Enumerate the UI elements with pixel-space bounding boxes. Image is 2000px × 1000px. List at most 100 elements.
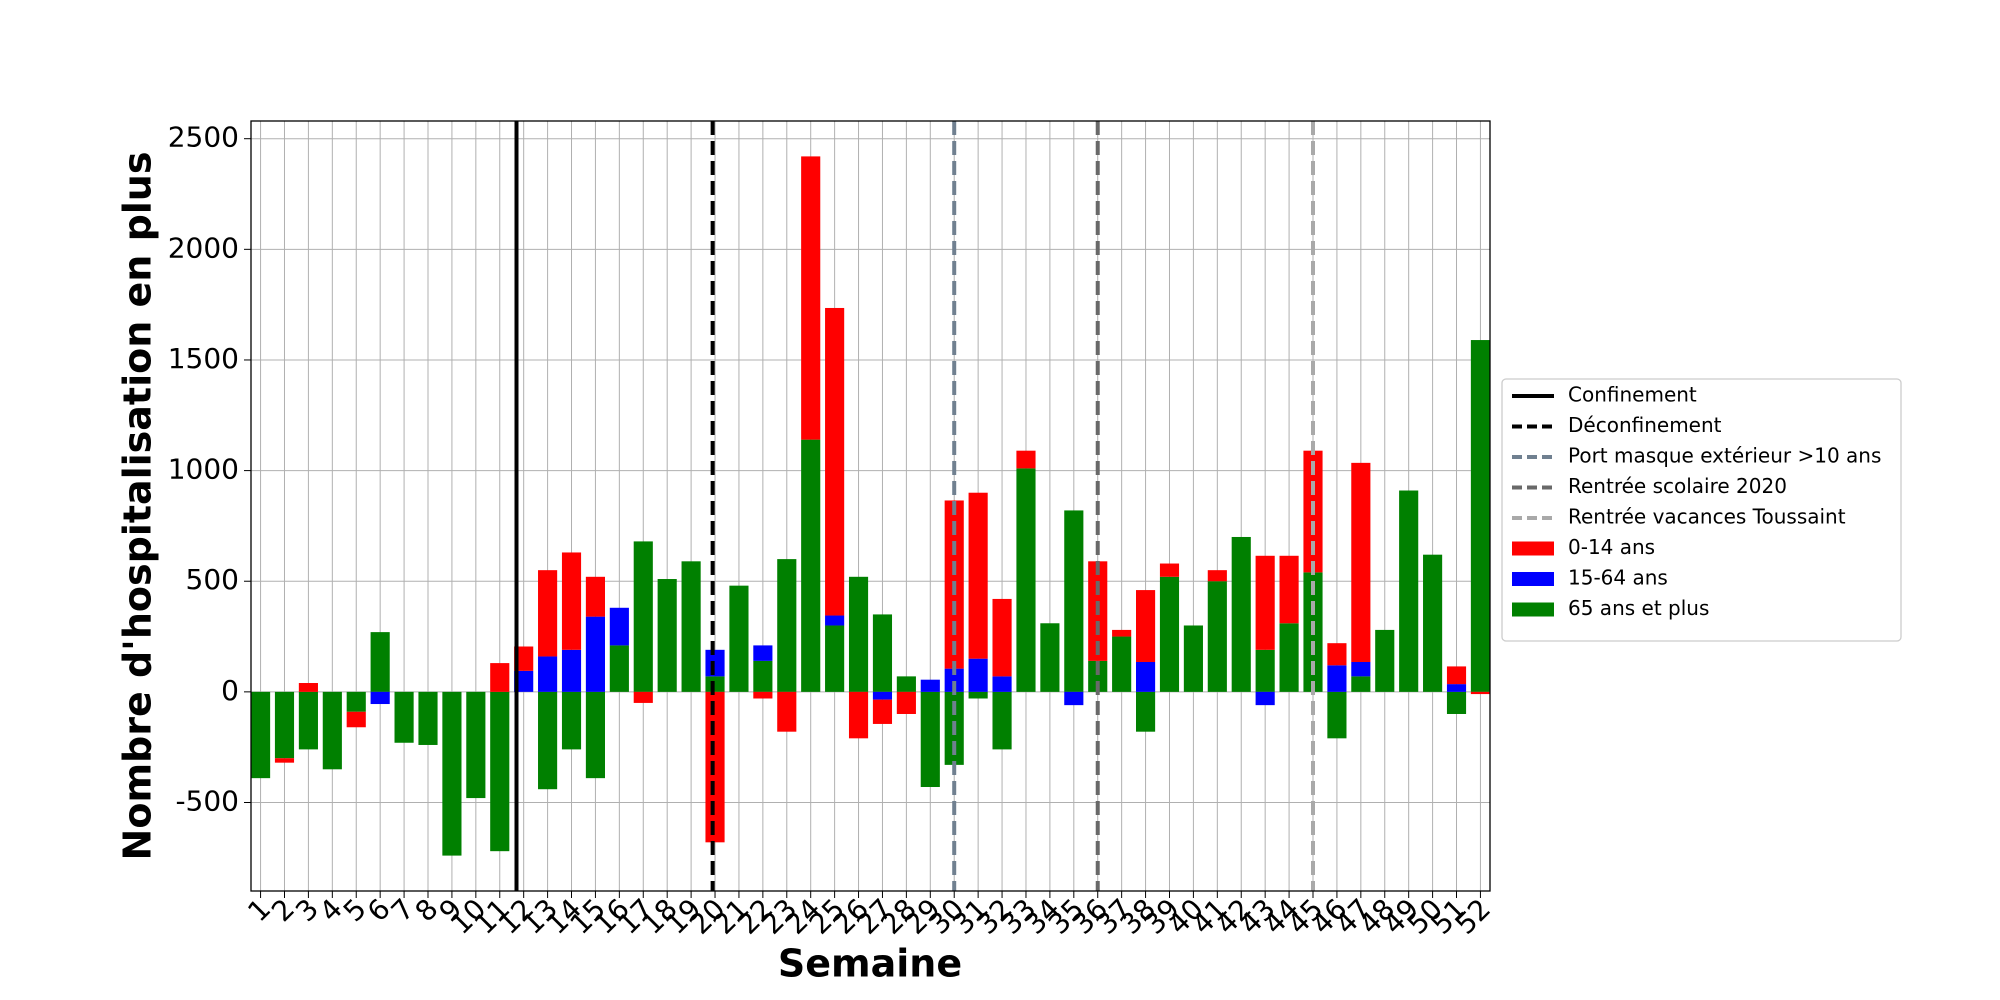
bar [274, 758, 295, 763]
bar [1136, 661, 1156, 692]
bar [1446, 666, 1467, 685]
bar [920, 691, 940, 788]
bar [251, 691, 271, 779]
bar [1064, 691, 1084, 706]
bar [514, 670, 534, 692]
bar [585, 616, 605, 692]
bar [872, 691, 893, 700]
legend-text: Déconfinement [1568, 413, 1722, 437]
bar [1470, 340, 1490, 692]
bar [538, 570, 558, 657]
bar [729, 585, 749, 692]
bar [1327, 665, 1347, 692]
bar [825, 625, 845, 692]
bar [1327, 691, 1347, 739]
x-axis-label: Semaine [778, 942, 962, 986]
bar [1136, 691, 1156, 732]
bar [1279, 555, 1299, 624]
bar [968, 492, 988, 659]
bar [872, 699, 893, 724]
y-tick-label: 2500 [168, 121, 239, 154]
bar [394, 691, 414, 743]
bar [896, 676, 916, 692]
bar [1088, 660, 1108, 692]
bar [609, 645, 629, 692]
bar [1470, 691, 1490, 695]
bar [514, 646, 534, 671]
legend-swatch [1512, 602, 1554, 617]
bar [801, 156, 821, 440]
bar [490, 691, 510, 852]
bar [777, 691, 797, 732]
legend-text: Rentrée vacances Toussaint [1568, 505, 1846, 529]
y-tick-label: 500 [186, 563, 239, 596]
bar [370, 632, 390, 692]
bar [1351, 462, 1371, 662]
bar [322, 691, 342, 770]
bar [561, 552, 582, 650]
bar [825, 615, 845, 626]
bar [1207, 570, 1227, 582]
bar [370, 691, 390, 705]
bar [490, 663, 510, 692]
bar [1183, 625, 1203, 692]
legend-swatch [1512, 541, 1554, 556]
bar [1255, 555, 1275, 650]
bar [1159, 563, 1180, 577]
bar [1351, 661, 1371, 677]
plot-frame [250, 120, 1491, 892]
bar [848, 576, 869, 692]
bar [801, 439, 821, 692]
bar [298, 683, 318, 692]
legend-box [1501, 378, 1902, 642]
bar [968, 691, 988, 699]
bar [657, 579, 677, 692]
legend-swatch [1512, 572, 1554, 586]
bar [1255, 649, 1275, 692]
bar [705, 691, 725, 843]
bar [1064, 510, 1084, 692]
bar [1016, 450, 1036, 469]
legend-text: Confinement [1568, 383, 1697, 407]
bar [418, 691, 438, 745]
bar [753, 645, 773, 661]
bar [753, 660, 773, 692]
bar [585, 691, 605, 779]
y-tick-label: 1000 [168, 453, 239, 486]
bar [968, 658, 988, 692]
y-axis-label: Nombre d'hospitalisation en plus [116, 152, 160, 861]
bar [872, 614, 893, 692]
bar [1255, 691, 1275, 706]
bar [538, 656, 558, 692]
bar [1112, 636, 1132, 692]
bar [633, 541, 653, 692]
y-tick-label: 2000 [168, 231, 239, 264]
bar [992, 676, 1012, 692]
bar [753, 691, 773, 699]
bar [1016, 468, 1036, 692]
bar [944, 668, 964, 692]
bar [1446, 684, 1467, 692]
bar [561, 691, 582, 750]
y-tick-label: 0 [221, 674, 239, 707]
bar [1375, 629, 1395, 692]
legend-text: Rentrée scolaire 2020 [1568, 474, 1787, 498]
bar [1040, 623, 1060, 692]
legend-text: 0-14 ans [1568, 535, 1655, 559]
bar [992, 598, 1012, 677]
bar [825, 307, 845, 616]
bar [705, 676, 725, 692]
bar [1159, 576, 1180, 692]
bar [848, 691, 869, 739]
bar [705, 649, 725, 677]
bar [992, 691, 1012, 750]
bar [1446, 691, 1467, 714]
bar [561, 649, 582, 692]
bar [1231, 536, 1251, 692]
y-tick-label: -500 [175, 784, 239, 817]
bar [1136, 590, 1156, 662]
bar [609, 607, 629, 646]
bar [1351, 676, 1371, 692]
bar [1399, 490, 1419, 692]
